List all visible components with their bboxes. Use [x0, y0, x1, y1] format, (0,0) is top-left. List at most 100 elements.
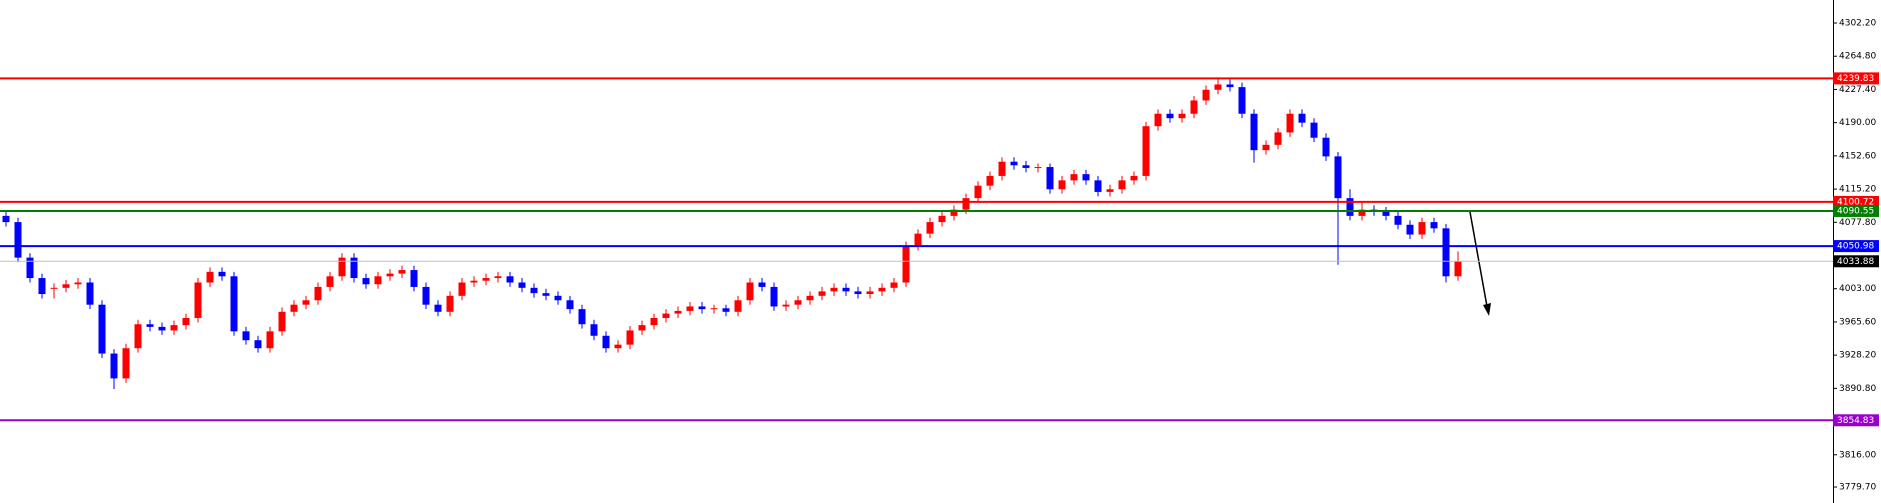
candle-body: [470, 280, 478, 283]
candle-body: [218, 271, 226, 277]
candle-body: [998, 161, 1006, 176]
candle-body: [254, 340, 262, 349]
candle-body: [194, 282, 202, 319]
candle-body: [626, 330, 634, 345]
candle-body: [830, 287, 838, 292]
candle-body: [26, 257, 34, 279]
candle-body: [266, 331, 274, 349]
candle-body: [1082, 174, 1090, 181]
candle-body: [446, 295, 454, 312]
candle-body: [302, 300, 310, 305]
candle-body: [890, 282, 898, 288]
candle-body: [710, 308, 718, 310]
candle-body: [1358, 209, 1366, 216]
candle-body: [422, 286, 430, 305]
candle-body: [1346, 198, 1354, 216]
candle-body: [158, 326, 166, 331]
candle-body: [1094, 180, 1102, 192]
candle-body: [734, 300, 742, 312]
candle-body: [1262, 144, 1270, 151]
candle-body: [1310, 122, 1318, 138]
level-label-box: [1833, 414, 1879, 427]
candle-body: [758, 282, 766, 287]
candle-body: [1010, 161, 1018, 166]
y-tick-label: 4003.00: [1839, 284, 1876, 294]
candle-body: [1154, 113, 1162, 127]
candle-body: [1274, 132, 1282, 145]
candle-body: [1454, 261, 1462, 277]
candle-body: [1418, 222, 1426, 235]
level-label-box: [1833, 240, 1879, 253]
candle-body: [614, 344, 622, 349]
candle-body: [170, 325, 178, 331]
candle-body: [458, 282, 466, 296]
level-label: 4090.55: [1837, 206, 1874, 216]
candle-body: [290, 304, 298, 312]
candle-body: [14, 222, 22, 258]
candle-body: [98, 304, 106, 354]
candle-body: [1058, 180, 1066, 190]
level-label-box: [1833, 72, 1879, 85]
y-tick-label: 3890.80: [1839, 384, 1876, 394]
candle-body: [806, 295, 814, 301]
candle-body: [770, 286, 778, 307]
candle-body: [1022, 165, 1030, 168]
candle-body: [518, 282, 526, 288]
level-label-box: [1833, 204, 1879, 217]
candle-body: [1286, 113, 1294, 133]
candle-body: [1070, 174, 1078, 181]
candle-body: [542, 293, 550, 296]
candle-body: [206, 271, 214, 283]
candle-body: [1334, 156, 1342, 199]
level-label: 3854.83: [1837, 416, 1874, 426]
candle-body: [1430, 222, 1438, 229]
candle-body: [902, 246, 910, 283]
candle-body: [1238, 87, 1246, 114]
candle-body: [278, 311, 286, 332]
candle-body: [650, 318, 658, 326]
candle-body: [950, 209, 958, 216]
candle-body: [782, 304, 790, 307]
candle-body: [1190, 100, 1198, 114]
level-label: 4239.83: [1837, 74, 1874, 84]
candle-body: [2, 215, 10, 223]
candle-body: [182, 318, 190, 326]
candle-body: [494, 276, 502, 279]
candle-body: [242, 331, 250, 341]
candle-body: [374, 276, 382, 285]
candle-body: [1106, 189, 1114, 192]
candle-body: [938, 215, 946, 223]
candle-body: [794, 300, 802, 305]
level-label: 4033.88: [1837, 257, 1874, 267]
candle-body: [146, 324, 154, 327]
y-tick-label: 4190.00: [1839, 118, 1876, 128]
level-label-box: [1833, 255, 1879, 268]
candle-body: [62, 284, 70, 288]
candle-body: [674, 310, 682, 314]
level-label-box: [1833, 195, 1879, 208]
candle-body: [1442, 228, 1450, 277]
candle-body: [722, 308, 730, 312]
candle-body: [878, 287, 886, 292]
candle-body: [314, 286, 322, 301]
candle-body: [1034, 167, 1042, 169]
y-tick-label: 4077.80: [1839, 218, 1876, 228]
candle-body: [434, 304, 442, 312]
candle-body: [818, 291, 826, 296]
candle-body: [554, 295, 562, 301]
candle-body: [1118, 180, 1126, 190]
candle-body: [74, 282, 82, 285]
candle-body: [1250, 113, 1258, 151]
candle-body: [386, 273, 394, 277]
candle-body: [350, 257, 358, 279]
trend-arrow: [1469, 211, 1489, 313]
candle-body: [1322, 137, 1330, 157]
candle-body: [746, 282, 754, 301]
candle-body: [38, 278, 46, 295]
candle-body: [638, 325, 646, 331]
candle-body: [566, 300, 574, 310]
candle-body: [230, 276, 238, 332]
y-tick-label: 3816.00: [1839, 450, 1876, 460]
